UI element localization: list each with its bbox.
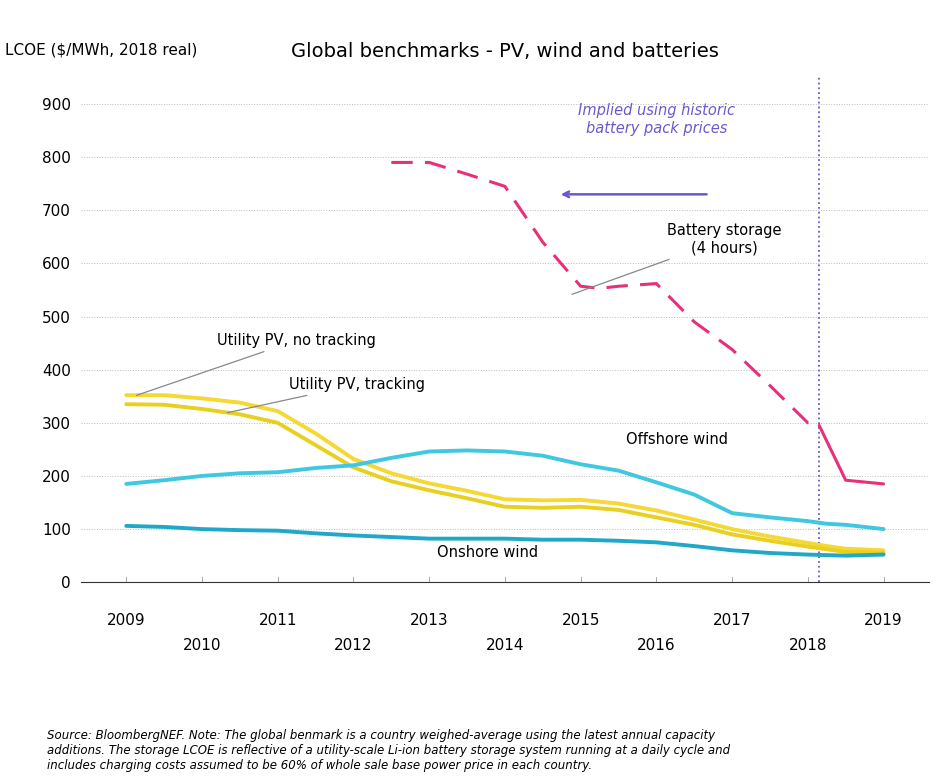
Text: 2016: 2016 xyxy=(637,638,676,653)
Text: 2017: 2017 xyxy=(713,613,751,628)
Text: Implied using historic
battery pack prices: Implied using historic battery pack pric… xyxy=(578,104,734,136)
Text: Utility PV, no tracking: Utility PV, no tracking xyxy=(137,333,376,395)
Text: LCOE ($/MWh, 2018 real): LCOE ($/MWh, 2018 real) xyxy=(5,42,197,57)
Title: Global benchmarks - PV, wind and batteries: Global benchmarks - PV, wind and batteri… xyxy=(291,41,719,61)
Text: Battery storage
(4 hours): Battery storage (4 hours) xyxy=(572,223,782,294)
Text: 2014: 2014 xyxy=(485,638,524,653)
Text: 2015: 2015 xyxy=(562,613,599,628)
Text: Source: BloombergNEF. Note: The global benmark is a country weighed-average usin: Source: BloombergNEF. Note: The global b… xyxy=(47,729,731,772)
Text: 2009: 2009 xyxy=(107,613,145,628)
Text: 2019: 2019 xyxy=(865,613,902,628)
Text: 2010: 2010 xyxy=(183,638,221,653)
Text: 2012: 2012 xyxy=(334,638,373,653)
Text: 2013: 2013 xyxy=(410,613,448,628)
Text: 2011: 2011 xyxy=(259,613,297,628)
Text: Onshore wind: Onshore wind xyxy=(437,545,538,560)
Text: Offshore wind: Offshore wind xyxy=(626,432,728,447)
Text: 2018: 2018 xyxy=(788,638,827,653)
Text: Utility PV, tracking: Utility PV, tracking xyxy=(228,377,425,413)
